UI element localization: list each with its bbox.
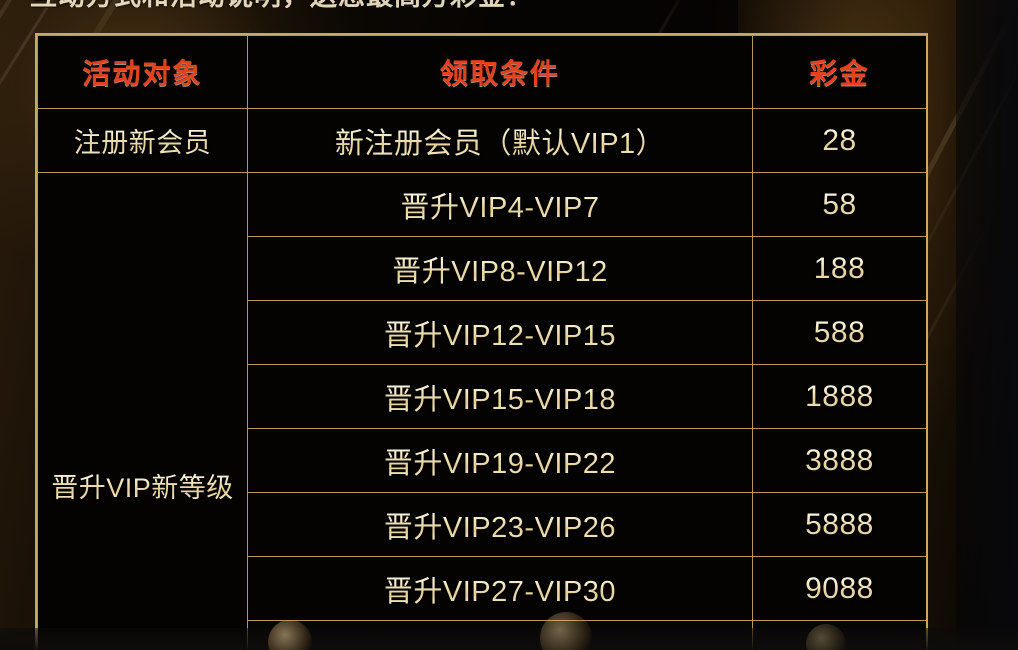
cell-bonus: 588 (752, 300, 926, 365)
cell-bonus: 58 (752, 172, 926, 237)
bonus-table: 活动对象 领取条件 彩金 注册新会员 新注册会员（默认VIP1） 28 晋升VIP新等… (37, 35, 926, 650)
column-header-condition: 领取条件 (247, 35, 753, 109)
cell-text: 588 (813, 315, 866, 349)
cell-condition: 晋升VIP12-VIP15 (247, 300, 753, 365)
table-row: 晋升VIP12-VIP15 588 (38, 300, 926, 365)
bonus-table-container: 活动对象 领取条件 彩金 注册新会员 新注册会员（默认VIP1） 28 晋升VIP新等… (35, 33, 928, 650)
cell-bonus: 1888 (752, 364, 926, 429)
table-header: 活动对象 领取条件 彩金 (37, 35, 926, 109)
cell-condition: 晋升VIP19-VIP22 (247, 428, 753, 493)
table-row: 晋升VIP19-VIP22 3888 (38, 428, 926, 493)
cell-text: 58 (822, 187, 857, 221)
cell-text: 晋升VIP27-VIP30 (384, 568, 616, 610)
cell-condition: 晋升VIP15-VIP18 (247, 364, 753, 429)
cell-bonus: 188 (752, 236, 926, 301)
table-body: 注册新会员 新注册会员（默认VIP1） 28 晋升VIP新等级 晋升VIP4-VIP7 5… (37, 108, 926, 650)
cell-text: 晋升VIP23-VIP26 (384, 504, 616, 546)
cell-condition: 晋升VIP23-VIP26 (247, 492, 753, 557)
decorative-orb (268, 620, 312, 650)
cell-bonus: 28 (752, 108, 926, 173)
decorative-orb (806, 624, 846, 650)
decorative-orb (540, 612, 592, 650)
cell-bonus: 5888 (752, 492, 926, 557)
cell-subject: 注册新会员 (37, 108, 248, 173)
cell-text: 9088 (805, 571, 874, 605)
cell-text: 1888 (805, 379, 874, 413)
background-dark-band (956, 0, 1018, 650)
cell-condition: 新注册会员（默认VIP1） (247, 108, 753, 173)
cell-bonus: 9088 (752, 556, 926, 621)
table-row: 注册新会员 新注册会员（默认VIP1） 28 (37, 108, 926, 173)
page-headline: 互动方式和活动说明，送您最高万彩金！ (30, 0, 630, 8)
cell-text: 5888 (805, 507, 874, 541)
bottom-overlay-bar (0, 628, 1018, 650)
table-row: 晋升VIP15-VIP18 1888 (38, 364, 926, 429)
table-row: 晋升VIP8-VIP12 188 (38, 236, 926, 301)
cell-text: 注册新会员 (74, 121, 212, 160)
cell-text: 晋升VIP12-VIP15 (384, 312, 616, 354)
cell-text: 3888 (805, 443, 874, 477)
cell-condition: 晋升VIP4-VIP7 (247, 172, 753, 237)
cell-text: 晋升VIP8-VIP12 (392, 248, 608, 290)
table-row: 晋升VIP新等级 晋升VIP4-VIP7 58 (37, 172, 926, 650)
table-row: 晋升VIP23-VIP26 5888 (38, 492, 926, 557)
cell-condition: 晋升VIP27-VIP30 (247, 556, 753, 621)
cell-condition: 晋升VIP8-VIP12 (247, 236, 753, 301)
cell-text: 晋升VIP15-VIP18 (384, 376, 616, 418)
cell-text: 晋升VIP4-VIP7 (401, 184, 600, 226)
cell-bonus: 3888 (752, 428, 926, 493)
table-header-row: 活动对象 领取条件 彩金 (37, 35, 926, 109)
cell-text: 晋升VIP19-VIP22 (384, 440, 616, 482)
cell-subject: 晋升VIP新等级 (37, 172, 248, 650)
cell-text: 晋升VIP新等级 (51, 466, 234, 505)
cell-text: 28 (822, 123, 857, 157)
column-header-subject: 活动对象 (37, 35, 248, 109)
column-header-bonus: 彩金 (752, 35, 926, 109)
cell-text: 188 (813, 251, 866, 285)
cell-text: 新注册会员（默认VIP1） (335, 120, 665, 162)
